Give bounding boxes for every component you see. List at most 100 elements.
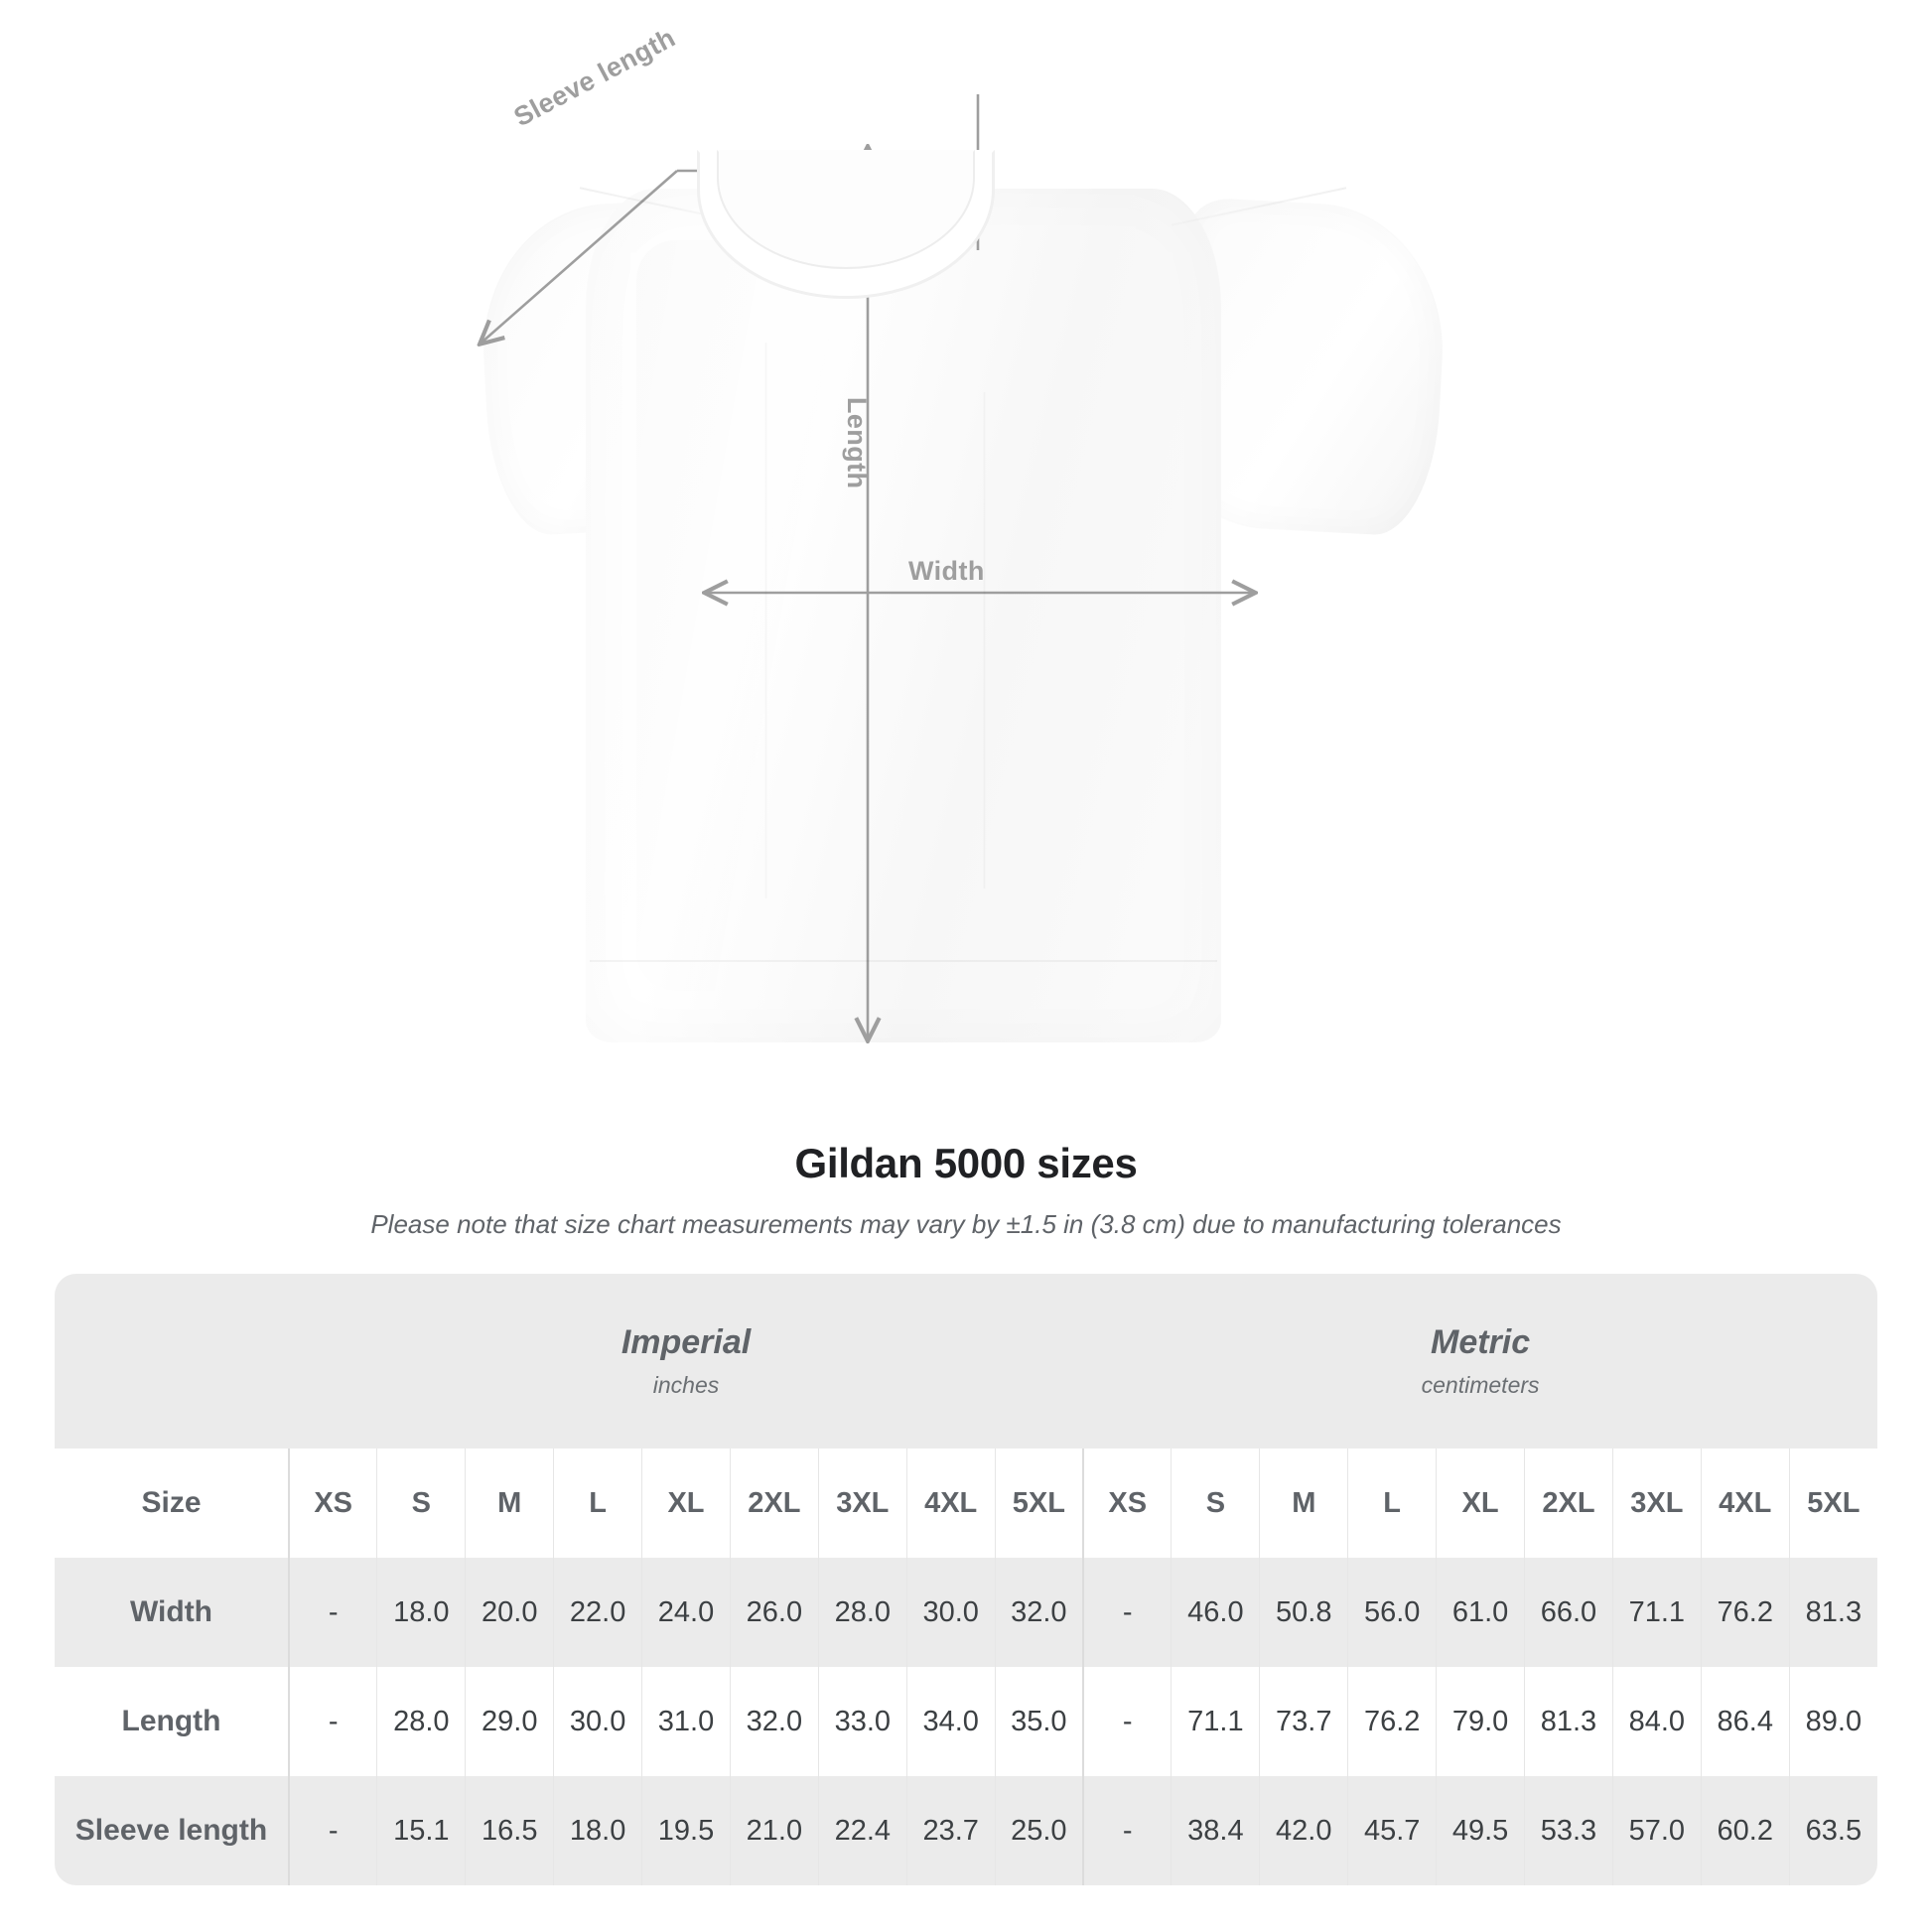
group-header-row: Imperial inches Metric centimeters	[55, 1274, 1878, 1449]
cell-sleeve-length-XL-imperial: 19.5	[641, 1776, 731, 1885]
cell-sleeve-length-XS-metric: -	[1082, 1776, 1172, 1885]
group-title: Imperial	[621, 1323, 752, 1362]
row-label-sleeve-length: Sleeve length	[55, 1776, 289, 1885]
cell-width-M-metric: 50.8	[1259, 1558, 1348, 1667]
cell-length-XS-imperial: -	[288, 1667, 377, 1776]
table-row: Width -18.0 20.0 22.0 24.0 26.0 28.0 30.0 32.0-4…	[55, 1558, 1878, 1667]
cell-length-5XL-imperial: 35.0	[994, 1667, 1084, 1776]
tshirt-fold-crease-1	[764, 343, 767, 898]
row-label-length: Length	[55, 1667, 289, 1776]
page-title: Gildan 5000 sizes	[794, 1140, 1138, 1186]
cell-sleeve-length-4XL-metric: 60.2	[1700, 1776, 1790, 1885]
row-label-width: Width	[55, 1558, 289, 1667]
size-header-cell-7: 4XL	[905, 1449, 996, 1558]
size-header-cell-5: 2XL	[729, 1449, 819, 1558]
size-header-cell-6: 3XL	[817, 1449, 907, 1558]
cell-length-L-imperial: 30.0	[553, 1667, 642, 1776]
cell-sleeve-length-5XL-metric: 63.5	[1788, 1776, 1878, 1885]
cell-sleeve-length-3XL-imperial: 22.4	[817, 1776, 907, 1885]
cell-width-XS-metric: -	[1082, 1558, 1172, 1667]
cell-sleeve-length-2XL-imperial: 21.0	[729, 1776, 819, 1885]
cell-length-XS-metric: -	[1082, 1667, 1172, 1776]
cell-width-L-metric: 56.0	[1347, 1558, 1437, 1667]
size-header-cell-14: 2XL	[1524, 1449, 1613, 1558]
cell-length-XL-metric: 79.0	[1436, 1667, 1525, 1776]
size-header-cell-0: XS	[288, 1449, 377, 1558]
cell-sleeve-length-S-imperial: 15.1	[376, 1776, 466, 1885]
cell-width-4XL-metric: 76.2	[1700, 1558, 1790, 1667]
cell-width-S-metric: 46.0	[1171, 1558, 1260, 1667]
group-header-spacer	[55, 1274, 289, 1449]
cell-length-5XL-metric: 89.0	[1788, 1667, 1878, 1776]
tshirt-fold-crease-2	[983, 392, 986, 889]
cell-width-2XL-metric: 66.0	[1524, 1558, 1613, 1667]
tshirt-body	[586, 189, 1221, 1042]
group-unit: inches	[652, 1371, 720, 1398]
cell-length-4XL-metric: 86.4	[1700, 1667, 1790, 1776]
length-label: Length	[842, 397, 872, 489]
cell-length-M-metric: 73.7	[1259, 1667, 1348, 1776]
size-header-cell-10: S	[1171, 1449, 1260, 1558]
table-row: Sleeve length -15.1 16.5 18.0 19.5 21.0 22.4 23…	[55, 1776, 1878, 1885]
width-label: Width	[908, 556, 985, 586]
cell-sleeve-length-4XL-imperial: 23.7	[905, 1776, 996, 1885]
size-header-cell-11: M	[1259, 1449, 1348, 1558]
group-header-metric: Metric centimeters	[1083, 1274, 1878, 1449]
cell-width-XL-metric: 61.0	[1436, 1558, 1525, 1667]
table-row: Length -28.0 29.0 30.0 31.0 32.0 33.0 34.0 35.0-…	[55, 1667, 1878, 1776]
cell-length-3XL-imperial: 33.0	[817, 1667, 907, 1776]
cell-length-L-metric: 76.2	[1347, 1667, 1437, 1776]
size-header-cell-1: S	[376, 1449, 466, 1558]
cell-length-XL-imperial: 31.0	[641, 1667, 731, 1776]
cell-length-S-metric: 71.1	[1171, 1667, 1260, 1776]
cell-width-M-imperial: 20.0	[465, 1558, 554, 1667]
cell-length-2XL-imperial: 32.0	[729, 1667, 819, 1776]
size-header-cell-2: M	[465, 1449, 554, 1558]
group-title: Metric	[1431, 1323, 1531, 1362]
cell-width-XS-imperial: -	[288, 1558, 377, 1667]
size-header-cell-8: 5XL	[994, 1449, 1084, 1558]
size-chart-table-wrapper: Imperial inches Metric centimeters Size XS S M…	[55, 1274, 1878, 1885]
cell-width-L-imperial: 22.0	[553, 1558, 642, 1667]
page-subtitle: Please note that size chart measurements…	[370, 1209, 1562, 1239]
cell-width-5XL-metric: 81.3	[1788, 1558, 1878, 1667]
cell-length-2XL-metric: 81.3	[1524, 1667, 1613, 1776]
size-header-cell-17: 5XL	[1788, 1449, 1878, 1558]
group-unit: centimeters	[1421, 1371, 1540, 1398]
cell-sleeve-length-L-metric: 45.7	[1347, 1776, 1437, 1885]
cell-sleeve-length-L-imperial: 18.0	[553, 1776, 642, 1885]
size-header-cell-12: L	[1347, 1449, 1437, 1558]
cell-sleeve-length-S-metric: 38.4	[1171, 1776, 1260, 1885]
size-header-cell-3: L	[553, 1449, 642, 1558]
size-header-cell-15: 3XL	[1611, 1449, 1702, 1558]
cell-sleeve-length-M-metric: 42.0	[1259, 1776, 1348, 1885]
cell-sleeve-length-5XL-imperial: 25.0	[994, 1776, 1084, 1885]
size-header-row: Size XS S M L XL 2XL 3XL 4XL 5XL XS S M L XL 2XL 3XL 4XL 5…	[55, 1449, 1878, 1558]
cell-width-4XL-imperial: 30.0	[905, 1558, 996, 1667]
cell-length-S-imperial: 28.0	[376, 1667, 466, 1776]
size-header-cell-13: XL	[1436, 1449, 1525, 1558]
cell-sleeve-length-M-imperial: 16.5	[465, 1776, 554, 1885]
cell-width-5XL-imperial: 32.0	[994, 1558, 1084, 1667]
size-header-cell-16: 4XL	[1700, 1449, 1790, 1558]
cell-length-M-imperial: 29.0	[465, 1667, 554, 1776]
cell-length-3XL-metric: 84.0	[1611, 1667, 1702, 1776]
cell-width-3XL-imperial: 28.0	[817, 1558, 907, 1667]
cell-sleeve-length-XS-imperial: -	[288, 1776, 377, 1885]
cell-sleeve-length-2XL-metric: 53.3	[1524, 1776, 1613, 1885]
size-header-cell-9: XS	[1082, 1449, 1172, 1558]
cell-sleeve-length-XL-metric: 49.5	[1436, 1776, 1525, 1885]
cell-sleeve-length-3XL-metric: 57.0	[1611, 1776, 1702, 1885]
group-header-imperial: Imperial inches	[289, 1274, 1084, 1449]
size-header-cell-4: XL	[641, 1449, 731, 1558]
tshirt-measurement-diagram: Sleeve length Length Width	[467, 23, 1459, 1112]
cell-width-3XL-metric: 71.1	[1611, 1558, 1702, 1667]
tshirt-hem	[590, 960, 1217, 962]
size-header-label: Size	[55, 1449, 289, 1558]
size-chart-table: Imperial inches Metric centimeters Size XS S M…	[55, 1274, 1878, 1885]
tshirt-product-image	[467, 94, 1459, 1057]
cell-width-2XL-imperial: 26.0	[729, 1558, 819, 1667]
cell-width-S-imperial: 18.0	[376, 1558, 466, 1667]
cell-length-4XL-imperial: 34.0	[905, 1667, 996, 1776]
cell-width-XL-imperial: 24.0	[641, 1558, 731, 1667]
